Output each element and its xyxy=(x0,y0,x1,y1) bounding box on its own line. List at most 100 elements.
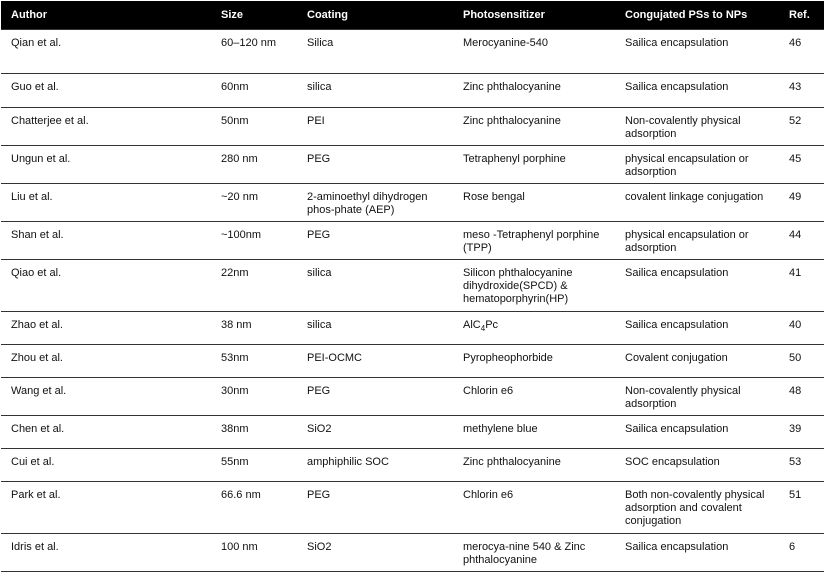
table-cell: Chlorin e6 xyxy=(453,481,615,534)
table-row: Qiao et al. 22nm silica Silicon phthalocyan… xyxy=(1,259,824,312)
table-cell: Park et al. xyxy=(1,481,211,534)
table-cell: Sailica encapsulation xyxy=(615,415,779,449)
table-cell: SiO2 xyxy=(297,533,453,572)
table-cell: Zinc phthalocyanine xyxy=(453,73,615,108)
table-row: Wang et al. 30nm PEG Chlorin e6 Non-covalent… xyxy=(1,377,824,416)
table-cell: methylene blue xyxy=(453,415,615,449)
table-cell: Both non-covalently physical adsorption … xyxy=(615,481,779,534)
table-cell: PEI xyxy=(297,107,453,146)
table-cell: Non-covalently physical adsorption xyxy=(615,107,779,146)
table-cell: AlC4Pc xyxy=(453,311,615,345)
table-cell: Liu et al. xyxy=(1,183,211,222)
table-cell: 41 xyxy=(779,259,824,312)
table-cell: Wang et al. xyxy=(1,377,211,416)
table-row: Zhou et al. 53nm PEI-OCMC Pyropheophorbide C… xyxy=(1,344,824,378)
table-cell: 38 nm xyxy=(211,311,297,345)
table-cell: ~100nm xyxy=(211,221,297,260)
table-cell: 39 xyxy=(779,415,824,449)
table-row: Qian et al. 60–120 nm Silica Merocyanine-54… xyxy=(1,29,824,74)
table-cell: PEG xyxy=(297,481,453,534)
table-cell: PEI-OCMC xyxy=(297,344,453,378)
table-cell: 44 xyxy=(779,221,824,260)
table-cell: Sailica encapsulation xyxy=(615,533,779,572)
table-cell: PEG xyxy=(297,377,453,416)
table-cell: 50 xyxy=(779,344,824,378)
table-row: Zhao et al. 38 nm silica AlC4Pc Sailica enca… xyxy=(1,311,824,345)
table-cell: 52 xyxy=(779,107,824,146)
table-row: Chatterjee et al. 50nm PEI Zinc phthalocyan… xyxy=(1,107,824,146)
header-cell: Size xyxy=(211,1,297,30)
table-row: Idris et al. 100 nm SiO2 merocya-nine 540 &… xyxy=(1,533,824,572)
table-cell: 100 nm xyxy=(211,533,297,572)
table-body: Qian et al. 60–120 nm Silica Merocyanine-54… xyxy=(1,29,824,572)
table-cell: 60nm xyxy=(211,73,297,108)
table-row: Cui et al. 55nm amphiphilic SOC Zinc phthal… xyxy=(1,448,824,482)
table-cell: 51 xyxy=(779,481,824,534)
table-cell: Sailica encapsulation xyxy=(615,29,779,74)
table-cell: Covalent conjugation xyxy=(615,344,779,378)
header-cell: Author xyxy=(1,1,211,30)
table-row: Park et al. 66.6 nm PEG Chlorin e6 Both non-… xyxy=(1,481,824,534)
table-cell: 53nm xyxy=(211,344,297,378)
table-cell: Shan et al. xyxy=(1,221,211,260)
table-cell: Zinc phthalocyanine xyxy=(453,107,615,146)
table-cell: Guo et al. xyxy=(1,73,211,108)
table-row: Shan et al. ~100nm PEG meso -Tetraphenyl po… xyxy=(1,221,824,260)
table-cell: meso -Tetraphenyl porphine (TPP) xyxy=(453,221,615,260)
table-cell: amphiphilic SOC xyxy=(297,448,453,482)
header-row: Author Size Coating Photosensitizer Congujat… xyxy=(1,1,824,30)
table-cell: 40 xyxy=(779,311,824,345)
table-cell: Sailica encapsulation xyxy=(615,73,779,108)
table-cell: Sailica encapsulation xyxy=(615,311,779,345)
table-cell: 22nm xyxy=(211,259,297,312)
table-cell: covalent linkage conjugation xyxy=(615,183,779,222)
header-cell: Congujated PSs to NPs xyxy=(615,1,779,30)
header-cell: Ref. xyxy=(779,1,824,30)
table-cell: Zhou et al. xyxy=(1,344,211,378)
table-row: Liu et al. ~20 nm 2-aminoethyl dihydrogen … xyxy=(1,183,824,222)
table-row: Ungun et al. 280 nm PEG Tetraphenyl porphin… xyxy=(1,145,824,184)
table-cell: 45 xyxy=(779,145,824,184)
table-cell: silica xyxy=(297,311,453,345)
table-cell: Zinc phthalocyanine xyxy=(453,448,615,482)
table-row: Chen et al. 38nm SiO2 methylene blue Sailica… xyxy=(1,415,824,449)
cell-text: Pc xyxy=(485,319,499,331)
table-cell: 60–120 nm xyxy=(211,29,297,74)
table-cell: silica xyxy=(297,259,453,312)
table-cell: Sailica encapsulation xyxy=(615,259,779,312)
cell-text: AlC xyxy=(463,319,481,331)
table-cell: PEG xyxy=(297,145,453,184)
table-cell: 53 xyxy=(779,448,824,482)
table-cell: silica xyxy=(297,73,453,108)
header-cell: Photosensitizer xyxy=(453,1,615,30)
subscript: 4 xyxy=(480,324,486,334)
table-cell: 48 xyxy=(779,377,824,416)
table-cell: 38nm xyxy=(211,415,297,449)
table-cell: 6 xyxy=(779,533,824,572)
table-cell: Qiao et al. xyxy=(1,259,211,312)
table-cell: 66.6 nm xyxy=(211,481,297,534)
table-cell: 43 xyxy=(779,73,824,108)
table-cell: physical encapsulation or adsorption xyxy=(615,145,779,184)
table-cell: ~20 nm xyxy=(211,183,297,222)
table-cell: 55nm xyxy=(211,448,297,482)
table-cell: physical encapsulation or adsorption xyxy=(615,221,779,260)
table-cell: merocya-nine 540 & Zinc phthalocyanine xyxy=(453,533,615,572)
table-cell: SOC encapsulation xyxy=(615,448,779,482)
table-cell: Chlorin e6 xyxy=(453,377,615,416)
table-cell: Cui et al. xyxy=(1,448,211,482)
table-cell: SiO2 xyxy=(297,415,453,449)
table-cell: Merocyanine-540 xyxy=(453,29,615,74)
table-cell: 280 nm xyxy=(211,145,297,184)
table-cell: Qian et al. xyxy=(1,29,211,74)
table-cell: Rose bengal xyxy=(453,183,615,222)
table-cell: Chatterjee et al. xyxy=(1,107,211,146)
table-cell: 30nm xyxy=(211,377,297,416)
table-cell: 50nm xyxy=(211,107,297,146)
table-cell: Ungun et al. xyxy=(1,145,211,184)
table-cell: Idris et al. xyxy=(1,533,211,572)
table-cell: Silica xyxy=(297,29,453,74)
table-cell: Tetraphenyl porphine xyxy=(453,145,615,184)
